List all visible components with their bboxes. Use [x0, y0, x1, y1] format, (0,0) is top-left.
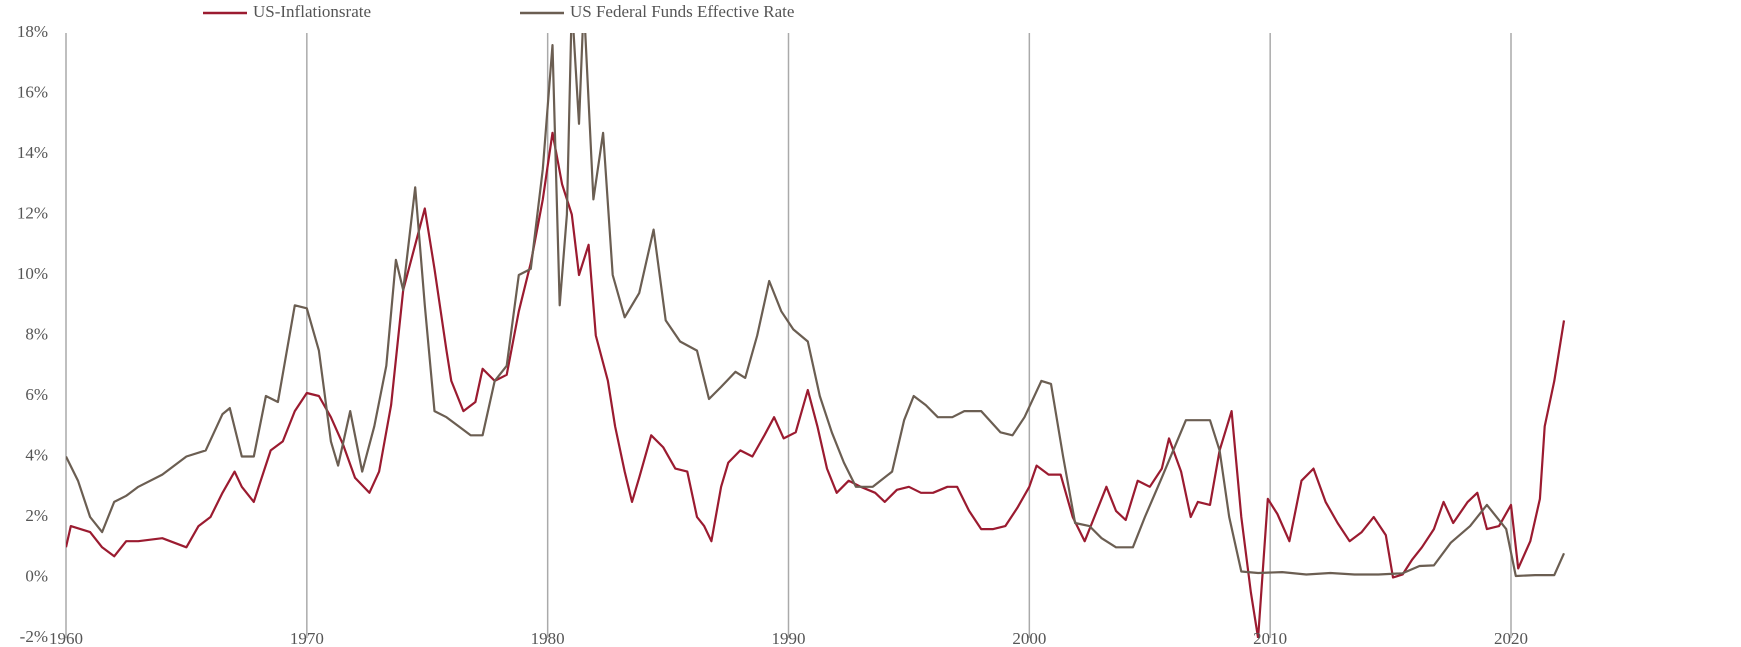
legend-label: US Federal Funds Effective Rate — [570, 2, 794, 21]
y-tick-label: 10% — [17, 264, 48, 283]
x-tick-label: 1990 — [772, 629, 806, 647]
y-tick-label: 18% — [17, 22, 48, 41]
x-tick-label: 2020 — [1494, 629, 1528, 647]
series-line — [66, 33, 1566, 578]
y-tick-label: 8% — [25, 324, 48, 343]
y-tick-label: 6% — [25, 385, 48, 404]
y-tick-label: 0% — [25, 566, 48, 585]
y-tick-label: 16% — [17, 82, 48, 101]
x-tick-label: 1970 — [290, 629, 324, 647]
series-line — [66, 131, 1566, 638]
y-tick-label: 14% — [17, 143, 48, 162]
y-tick-label: 12% — [17, 203, 48, 222]
y-tick-label: -2% — [20, 627, 48, 646]
legend-label: US-Inflationsrate — [253, 2, 371, 21]
x-tick-label: 1960 — [49, 629, 83, 647]
x-tick-label: 2010 — [1253, 629, 1287, 647]
y-tick-label: 4% — [25, 445, 48, 464]
x-tick-label: 1980 — [531, 629, 565, 647]
y-tick-label: 2% — [25, 506, 48, 525]
x-tick-label: 2000 — [1012, 629, 1046, 647]
